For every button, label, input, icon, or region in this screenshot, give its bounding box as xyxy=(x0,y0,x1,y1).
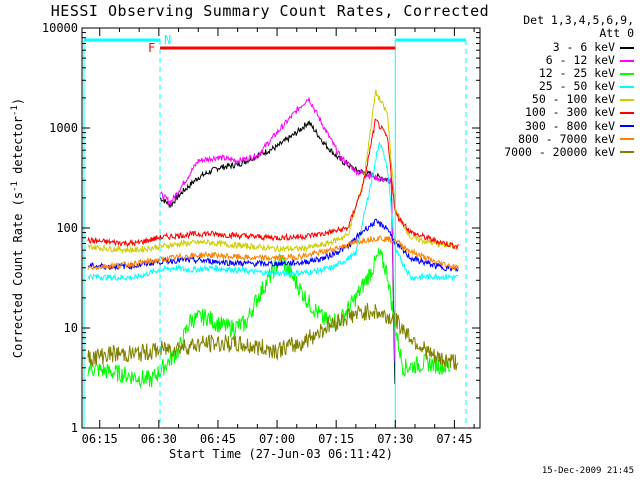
legend-swatch xyxy=(620,125,634,128)
legend-label: 50 - 100 keV xyxy=(531,92,615,107)
y-axis-label-part: Corrected Count Rate (s xyxy=(11,192,25,358)
legend-label: 12 - 25 keV xyxy=(538,66,615,81)
y-tick-label: 10 xyxy=(64,321,78,335)
y-axis-label-part: detector xyxy=(11,116,25,181)
legend-label: 6 - 12 keV xyxy=(545,53,615,68)
series-line-4 xyxy=(87,89,459,255)
x-tick-label: 07:30 xyxy=(377,432,413,446)
legend-header-line-1: Det 1,3,4,5,6,9, xyxy=(523,13,634,27)
y-tick-label: 1 xyxy=(71,421,78,435)
legend-label: 800 - 7000 keV xyxy=(518,131,615,146)
legend-item: 7000 - 20000 keV xyxy=(474,144,634,159)
legend-header: Det 1,3,4,5,6,9, Att 0 xyxy=(494,14,634,40)
legend-swatch xyxy=(620,46,634,49)
legend-swatch xyxy=(620,112,634,115)
legend-swatch xyxy=(620,98,634,101)
x-tick-label: 06:15 xyxy=(82,432,118,446)
y-axis-label: Corrected Count Rate (s-1 detector-1) xyxy=(10,98,25,358)
legend-label: 3 - 6 keV xyxy=(552,40,615,54)
chart-title: HESSI Observing Summary Count Rates, Cor… xyxy=(50,2,490,20)
legend-label: 100 - 300 keV xyxy=(524,105,615,120)
legend-header-line-2: Att 0 xyxy=(599,26,634,40)
y-tick-label: 1000 xyxy=(49,121,78,135)
legend-item: 50 - 100 keV xyxy=(474,93,634,106)
flare-flag-label: F xyxy=(148,41,155,55)
series-line-7 xyxy=(87,235,459,271)
x-tick-label: 07:00 xyxy=(259,432,295,446)
legend-swatch xyxy=(620,151,634,154)
series-line-1 xyxy=(159,97,396,362)
legend-swatch xyxy=(620,138,634,141)
legend-item: 25 - 50 keV xyxy=(474,80,634,93)
y-axis-label-part: ) xyxy=(11,98,25,105)
legend-label: 25 - 50 keV xyxy=(538,79,615,94)
legend-item: 3 - 6 keV xyxy=(474,40,634,54)
series-line-5 xyxy=(87,118,459,250)
legend: 3 - 6 keV 6 - 12 keV 12 - 25 keV 25 - 50 ke… xyxy=(474,40,634,159)
x-tick-label: 07:15 xyxy=(318,432,354,446)
y-axis-label-part: -1 xyxy=(10,181,20,192)
legend-swatch xyxy=(620,59,634,62)
legend-item: 12 - 25 keV xyxy=(474,67,634,80)
series-line-2 xyxy=(87,247,451,389)
plot-frame xyxy=(81,27,481,429)
legend-label: 300 - 800 keV xyxy=(524,118,615,133)
legend-label: 7000 - 20000 keV xyxy=(504,144,615,159)
legend-swatch xyxy=(620,72,634,75)
x-tick-label: 06:45 xyxy=(200,432,236,446)
series-line-0 xyxy=(160,120,396,384)
y-tick-label: 10000 xyxy=(42,21,78,35)
y-axis-label-part: -1 xyxy=(10,105,20,116)
series-line-8 xyxy=(87,302,459,371)
legend-item: 800 - 7000 keV xyxy=(474,131,634,146)
legend-item: 100 - 300 keV xyxy=(474,106,634,119)
y-tick-label: 100 xyxy=(56,221,78,235)
footer-date: 15-Dec-2009 21:45 xyxy=(541,466,634,476)
legend-swatch xyxy=(620,85,634,88)
legend-item: 6 - 12 keV xyxy=(474,53,634,68)
x-tick-label: 07:45 xyxy=(436,432,472,446)
night-flag-label: N xyxy=(164,33,171,47)
x-axis-label: Start Time (27-Jun-03 06:11:42) xyxy=(169,447,393,461)
legend-item: 300 - 800 keV xyxy=(474,118,634,133)
series-line-3 xyxy=(87,141,459,282)
x-tick-label: 06:30 xyxy=(141,432,177,446)
